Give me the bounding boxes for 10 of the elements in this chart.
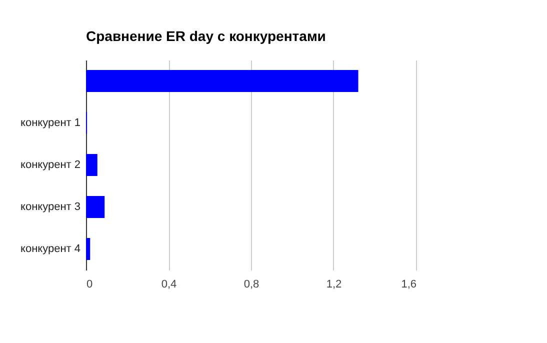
x-tick-label: 0,4 <box>161 278 177 290</box>
x-tick-label: 0 <box>86 278 93 290</box>
x-tick-label: 1,6 <box>401 278 416 290</box>
y-tick-label: конкурент 2 <box>20 159 80 171</box>
chart-title: Сравнение ER day с конкурентами <box>86 28 326 44</box>
y-tick-label: конкурент 1 <box>20 117 80 129</box>
y-tick-label: конкурент 4 <box>20 243 80 255</box>
y-tick-label: конкурент 3 <box>20 201 80 213</box>
x-tick-label: 1,2 <box>326 278 342 290</box>
x-tick-label: 0,8 <box>244 278 260 290</box>
